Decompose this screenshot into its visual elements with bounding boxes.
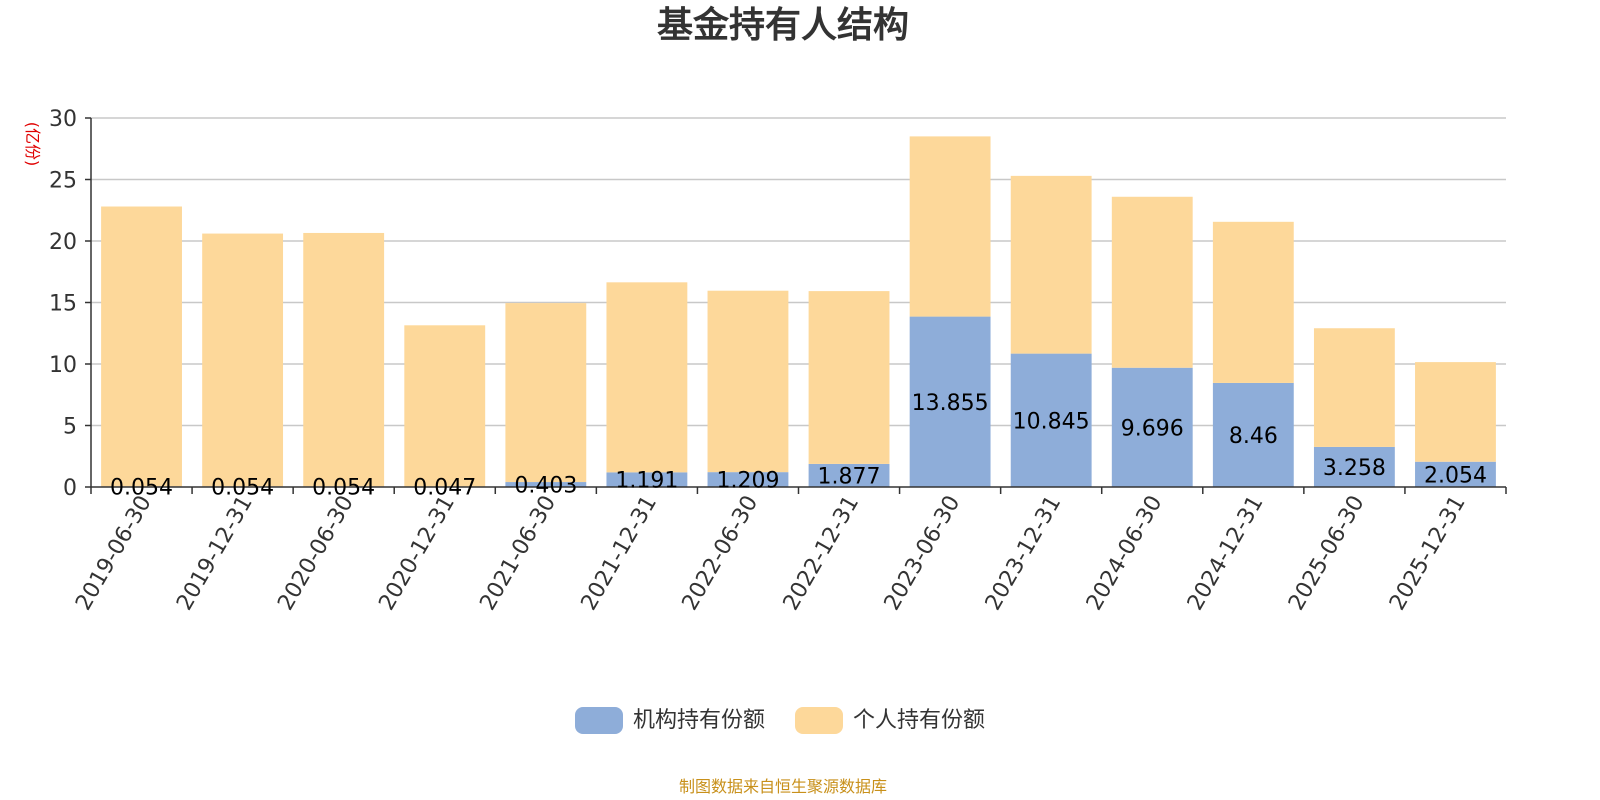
legend-swatch xyxy=(795,707,843,734)
bar-individual xyxy=(1111,196,1193,368)
data-label: 2.054 xyxy=(1424,463,1487,488)
legend-item[interactable]: 个人持有份额 xyxy=(795,707,985,734)
bar-individual xyxy=(1010,175,1092,354)
bar-individual xyxy=(1415,362,1496,462)
bar-institutional xyxy=(909,316,991,487)
data-label: 0.054 xyxy=(110,476,173,501)
bar-individual xyxy=(303,232,385,487)
x-tick-label: 2022-12-31 xyxy=(779,492,865,615)
legend[interactable]: 机构持有份额 个人持有份额 xyxy=(575,707,985,734)
x-tick-label: 2023-12-31 xyxy=(981,492,1067,615)
data-label: 3.258 xyxy=(1323,456,1386,481)
bar-individual xyxy=(808,291,890,464)
bar-institutional xyxy=(1415,461,1496,487)
legend-item[interactable]: 机构持有份额 xyxy=(575,707,765,734)
data-label: 1.209 xyxy=(716,469,779,494)
x-tick-label: 2019-12-31 xyxy=(172,492,258,615)
data-label: 0.054 xyxy=(211,476,274,501)
y-axis-unit: (亿份) xyxy=(23,122,42,167)
data-labels: 0.054 0.054 0.054 0.047 0.403 1.191 1.209 1.877… xyxy=(110,391,1487,501)
legend-label: 机构持有份额 xyxy=(633,708,765,733)
y-tick-label: 10 xyxy=(49,353,77,378)
x-tick-label: 2024-06-30 xyxy=(1082,492,1168,615)
chart-title: 基金持有人结构 xyxy=(657,4,909,46)
bar-individual xyxy=(505,303,587,483)
y-tick-label: 15 xyxy=(49,292,77,317)
x-tick-label: 2023-06-30 xyxy=(880,492,966,615)
data-label: 0.047 xyxy=(413,476,476,501)
data-label: 13.855 xyxy=(912,391,989,416)
data-label: 0.403 xyxy=(514,474,577,499)
bar-institutional xyxy=(1111,367,1193,487)
data-label: 9.696 xyxy=(1121,416,1184,441)
x-tick-label: 2020-12-31 xyxy=(374,492,460,615)
bar-institutional xyxy=(1010,353,1092,487)
bar-institutional xyxy=(505,482,587,487)
bar-individual xyxy=(1212,221,1294,383)
y-tick-label: 0 xyxy=(63,476,77,501)
data-label: 8.46 xyxy=(1229,424,1278,449)
x-tick-label: 2022-06-30 xyxy=(678,492,764,615)
bar-individual xyxy=(1313,328,1395,447)
legend-swatch xyxy=(575,707,623,734)
source-note: 制图数据来自恒生聚源数据库 xyxy=(679,777,887,796)
x-tick-label: 2020-06-30 xyxy=(273,492,359,615)
x-tick-label: 2025-06-30 xyxy=(1284,492,1370,615)
bar-institutional xyxy=(606,472,688,487)
bar-institutional xyxy=(1212,382,1294,487)
data-label: 0.054 xyxy=(312,476,375,501)
bar-individual xyxy=(101,206,182,487)
bar-individual xyxy=(909,136,991,317)
bar-institutional xyxy=(707,472,789,487)
bars xyxy=(101,136,1496,487)
y-tick-label: 25 xyxy=(49,169,77,194)
data-label: 1.191 xyxy=(615,469,678,494)
x-tick-label: 2021-06-30 xyxy=(475,492,561,615)
bar-individual xyxy=(404,325,486,487)
bar-individual xyxy=(707,290,789,473)
bar-individual xyxy=(202,233,284,487)
y-tick-label: 20 xyxy=(49,230,77,255)
x-tick-label: 2025-12-31 xyxy=(1385,492,1471,615)
legend-label: 个人持有份额 xyxy=(853,708,985,733)
x-tick-label: 2019-06-30 xyxy=(71,492,157,615)
bar-individual xyxy=(606,282,688,473)
bar-institutional xyxy=(808,463,890,487)
data-label: 1.877 xyxy=(818,464,881,489)
y-tick-label: 5 xyxy=(63,415,77,440)
x-tick-label: 2021-12-31 xyxy=(577,492,663,615)
x-tick-label: 2024-12-31 xyxy=(1183,492,1269,615)
y-tick-label: 30 xyxy=(49,107,77,132)
bar-institutional xyxy=(1313,446,1395,487)
data-label: 10.845 xyxy=(1013,409,1090,434)
